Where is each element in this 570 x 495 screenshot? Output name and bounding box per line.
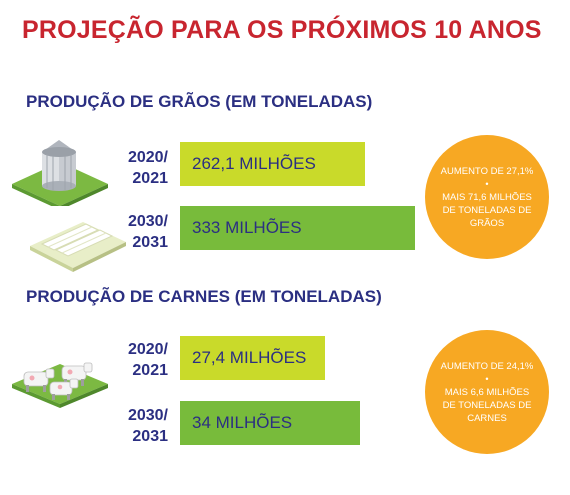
grains-year-future-line1: 2030/ bbox=[127, 213, 168, 230]
meat-bar-current-label: 27,4 MILHÕES bbox=[192, 348, 307, 367]
meat-section-title: PRODUÇÃO DE CARNES (EM TONELADAS) bbox=[26, 287, 382, 306]
meat-year-current-line1: 2020/ bbox=[127, 341, 168, 358]
meat-year-future-line2: 2031 bbox=[132, 428, 168, 445]
page-title: PROJEÇÃO PARA OS PRÓXIMOS 10 ANOS bbox=[22, 16, 542, 44]
grains-callout-line1: AUMENTO DE 27,1% bbox=[440, 165, 534, 177]
grains-year-current: 2020/ 2021 bbox=[98, 147, 168, 189]
grains-bar-future-label: 333 MILHÕES bbox=[192, 218, 302, 237]
meat-year-future: 2030/ 2031 bbox=[98, 405, 168, 447]
meat-bar-current: 27,4 MILHÕES bbox=[180, 336, 325, 380]
greenhouse-icon bbox=[30, 222, 126, 272]
meat-bar-future: 34 MILHÕES bbox=[180, 401, 360, 445]
grains-callout-bullet: • bbox=[485, 178, 489, 189]
grains-callout-line2: MAIS 71,6 MILHÕES DE TONELADAS DE GRÃOS bbox=[442, 191, 532, 229]
meat-year-future-line1: 2030/ bbox=[127, 407, 168, 424]
cattle-icon bbox=[12, 362, 108, 408]
meat-year-current: 2020/ 2021 bbox=[98, 339, 168, 381]
grains-bar-future: 333 MILHÕES bbox=[180, 206, 415, 250]
meat-bar-future-label: 34 MILHÕES bbox=[192, 413, 293, 432]
meat-increase-callout: AUMENTO DE 24,1% • MAIS 6,6 MILHÕES DE T… bbox=[425, 330, 549, 454]
meat-year-current-line2: 2021 bbox=[132, 362, 168, 379]
grains-section-title: PRODUÇÃO DE GRÃOS (EM TONELADAS) bbox=[26, 92, 373, 111]
grains-year-current-line2: 2021 bbox=[132, 170, 168, 187]
meat-callout-line1: AUMENTO DE 24,1% bbox=[440, 360, 534, 372]
meat-callout-bullet: • bbox=[485, 373, 489, 384]
grains-year-future: 2030/ 2031 bbox=[98, 211, 168, 253]
grains-bar-current: 262,1 MILHÕES bbox=[180, 142, 365, 186]
grains-year-current-line1: 2020/ bbox=[127, 149, 168, 166]
grains-bar-current-label: 262,1 MILHÕES bbox=[192, 154, 316, 173]
grains-increase-callout: AUMENTO DE 27,1% • MAIS 71,6 MILHÕES DE … bbox=[425, 135, 549, 259]
silo-icon bbox=[12, 140, 108, 206]
meat-callout-line2: MAIS 6,6 MILHÕES DE TONELADAS DE CARNES bbox=[442, 386, 532, 424]
grains-year-future-line2: 2031 bbox=[132, 234, 168, 251]
